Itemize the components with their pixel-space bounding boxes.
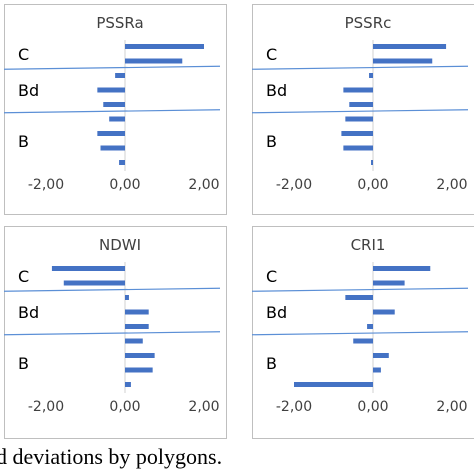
- bar-b-8: [371, 160, 373, 165]
- group-label-c: C: [266, 267, 277, 286]
- bar-bd-2: [125, 295, 129, 300]
- group-label-bd: Bd: [266, 81, 287, 100]
- bar-bd-3: [125, 309, 149, 315]
- group-separator: [251, 287, 469, 292]
- bar-c-1: [373, 58, 433, 64]
- bar-bd-3: [343, 87, 373, 93]
- x-tick-label: -2,00: [28, 177, 64, 193]
- x-tick-label: 2,00: [436, 177, 467, 193]
- chart-title: PSSRc: [345, 14, 392, 32]
- bar-b-8: [294, 382, 373, 387]
- bar-b-7: [343, 145, 373, 151]
- bar-c-1: [373, 280, 405, 286]
- bar-b-6: [97, 131, 125, 136]
- bar-b-5: [109, 116, 125, 122]
- chart-title: CRI1: [351, 236, 386, 254]
- bar-bd-2: [369, 73, 373, 78]
- chart-ndwi: NDWI C Bd B -2,00 0,00 2,00: [3, 226, 227, 439]
- bar-b-8: [119, 160, 125, 165]
- bar-bd-4: [103, 102, 125, 107]
- bar-b-6: [341, 131, 373, 136]
- bar-bd-4: [349, 102, 373, 107]
- x-tick-label: 2,00: [436, 399, 467, 415]
- x-tick-label: 0,00: [109, 399, 140, 415]
- bar-bd-2: [115, 73, 125, 78]
- x-tick-label: 2,00: [188, 177, 219, 193]
- x-tick-label: 0,00: [109, 177, 140, 193]
- group-label-bd: Bd: [266, 303, 287, 322]
- bar-b-7: [373, 367, 381, 373]
- group-label-b: B: [266, 132, 277, 151]
- group-label-c: C: [18, 267, 29, 286]
- x-tick-label: -2,00: [276, 177, 312, 193]
- group-separator: [251, 65, 469, 70]
- group-label-b: B: [18, 132, 29, 151]
- bar-b-5: [125, 338, 143, 344]
- group-label-b: B: [266, 354, 277, 373]
- figure-caption: d deviations by polygons.: [0, 444, 223, 469]
- x-tick-label: 2,00: [188, 399, 219, 415]
- bar-c-0: [373, 44, 447, 49]
- bar-c-0: [125, 44, 204, 49]
- bar-bd-3: [97, 87, 125, 93]
- bar-c-1: [63, 280, 125, 286]
- group-separator: [3, 65, 221, 70]
- chart-pssrc: PSSRc C Bd B -2,00 0,00 2,00: [251, 4, 474, 215]
- bar-c-0: [51, 266, 125, 271]
- x-tick-label: -2,00: [28, 399, 64, 415]
- group-label-c: C: [18, 45, 29, 64]
- group-separator: [3, 331, 221, 336]
- group-label-bd: Bd: [18, 81, 39, 100]
- bar-b-6: [373, 353, 389, 358]
- group-separator: [3, 287, 221, 292]
- group-separator: [251, 109, 469, 114]
- group-label-c: C: [266, 45, 277, 64]
- chart-title: PSSRa: [96, 14, 143, 32]
- group-separator: [251, 331, 469, 336]
- chart-title: NDWI: [99, 236, 141, 254]
- chart-frame: [4, 4, 227, 215]
- bar-bd-3: [373, 309, 395, 315]
- x-tick-label: 0,00: [357, 177, 388, 193]
- bar-b-7: [125, 367, 153, 373]
- bar-c-1: [125, 58, 183, 64]
- bar-b-8: [125, 382, 131, 387]
- bar-b-5: [353, 338, 373, 344]
- bar-c-0: [373, 266, 431, 271]
- group-label-b: B: [18, 354, 29, 373]
- chart-frame: [252, 4, 474, 215]
- chart-cri1: CRI1 C Bd B -2,00 0,00 2,00: [251, 226, 474, 439]
- bar-b-5: [345, 116, 373, 122]
- bar-b-6: [125, 353, 155, 358]
- bar-b-7: [100, 145, 125, 151]
- chart-pssra: PSSRa C Bd B -2,00 0,00 2,00: [3, 4, 227, 215]
- bar-bd-2: [345, 295, 373, 300]
- group-separator: [3, 109, 221, 114]
- x-tick-label: -2,00: [276, 399, 312, 415]
- bar-bd-4: [125, 324, 149, 329]
- bar-bd-4: [367, 324, 373, 329]
- group-label-bd: Bd: [18, 303, 39, 322]
- x-tick-label: 0,00: [357, 399, 388, 415]
